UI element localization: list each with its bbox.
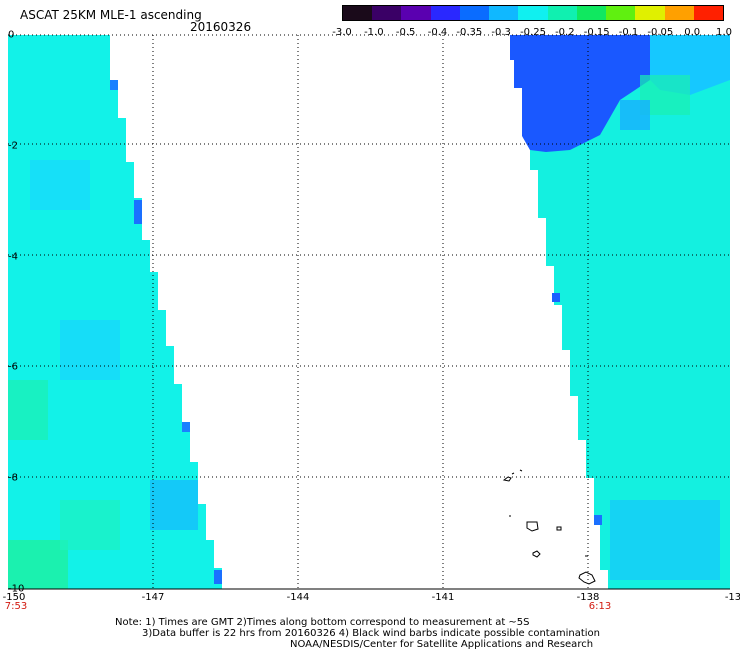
colorbar-segment: [606, 6, 636, 20]
west-swath-patch: [110, 80, 118, 90]
y-tick-label: -2: [8, 140, 18, 152]
colorbar-segment: [518, 6, 548, 20]
x-tick-label: -150: [2, 592, 26, 603]
colorbar-label: -0.35: [456, 27, 483, 38]
colorbar-label: -0.4: [427, 27, 448, 38]
east-swath: [510, 35, 730, 589]
x-tick-label: -138: [576, 592, 600, 603]
x-tick-label: -13: [724, 592, 740, 603]
colorbar-label: -0.05: [647, 27, 674, 38]
colorbar-label: -3.0: [332, 27, 352, 38]
west-swath-patch: [150, 480, 198, 530]
y-tick-label: -8: [8, 472, 18, 484]
colorbar-label: 1.0: [716, 27, 732, 38]
west-swath-patch: [134, 200, 142, 224]
x-tick-label: -144: [286, 592, 310, 603]
west-swath-patch: [8, 380, 48, 440]
colorbar-label: -0.5: [395, 27, 416, 38]
time-label: 6:13: [588, 601, 612, 612]
time-label: 7:53: [4, 601, 28, 612]
colorbar-segment: [547, 6, 577, 20]
east-swath-patch: [610, 500, 720, 580]
colorbar-label: -1.0: [364, 27, 384, 38]
colorbar-label: -0.2: [555, 27, 575, 38]
colorbar-label: -0.25: [520, 27, 546, 38]
colorbar-label: 0.0: [684, 27, 701, 38]
west-swath-patch: [60, 320, 120, 380]
note-line-1: Note: 1) Times are GMT 2)Times along bot…: [115, 617, 530, 628]
colorbar: [342, 5, 724, 21]
colorbar-segment: [372, 6, 402, 20]
east-swath-patch: [620, 100, 650, 130]
east-swath-patch: [594, 515, 602, 525]
west-swath-patch: [30, 160, 90, 210]
colorbar-segment: [664, 6, 694, 20]
west-swath-patch: [8, 540, 68, 589]
colorbar-segment: [576, 6, 607, 20]
map-title: ASCAT 25KM MLE-1 ascending: [20, 8, 202, 22]
colorbar-segment: [430, 6, 460, 20]
note-line-3: NOAA/NESDIS/Center for Satellite Applica…: [290, 639, 594, 650]
map-date: 20160326: [190, 20, 252, 34]
west-swath-patch: [182, 422, 190, 432]
east-swath-patch: [510, 35, 650, 152]
colorbar-segment: [635, 6, 665, 20]
note-line-2: 3)Data buffer is 22 hrs from 20160326 4)…: [142, 628, 600, 639]
colorbar-segment: [489, 6, 519, 20]
grid: [8, 34, 730, 589]
colorbar-segment: [401, 6, 431, 20]
islands: [502, 469, 596, 585]
colorbar-label: -0.3: [491, 27, 511, 38]
colorbar-segment: [693, 6, 724, 20]
colorbar-label: -0.15: [583, 27, 610, 38]
colorbar-segment: [343, 6, 373, 20]
y-tick-label: 0: [8, 29, 15, 41]
colorbar-label: -0.1: [618, 27, 639, 38]
y-tick-label: -10: [8, 583, 25, 595]
x-tick-label: -141: [431, 592, 455, 603]
y-tick-label: -6: [8, 361, 18, 373]
colorbar-segment: [459, 6, 490, 20]
east-swath-patch: [552, 293, 560, 302]
west-swath-patch: [60, 500, 120, 550]
west-swath-patch: [214, 570, 222, 584]
x-tick-label: -147: [141, 592, 165, 603]
y-tick-label: -4: [8, 251, 18, 263]
